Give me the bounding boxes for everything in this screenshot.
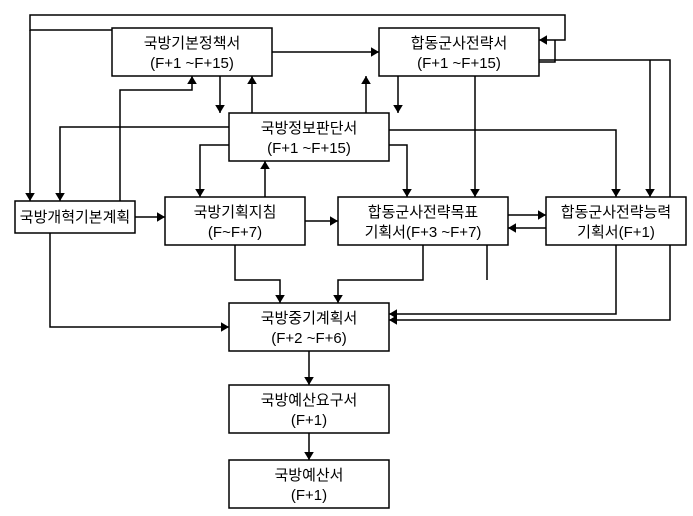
node-intel: 국방정보판단서 (F+1 ~F+15)	[229, 113, 389, 161]
arrowhead	[470, 189, 480, 197]
arrowhead	[260, 161, 270, 169]
arrowhead	[187, 76, 197, 84]
edge	[389, 145, 412, 197]
edge	[25, 30, 35, 201]
arrowhead	[330, 216, 338, 226]
edge	[272, 47, 379, 57]
node-sub: 기획서(F+1)	[577, 224, 655, 241]
arrowhead	[538, 210, 546, 220]
arrowhead	[304, 377, 314, 385]
edge	[135, 212, 165, 222]
edge	[333, 245, 423, 303]
node-title: 국방예산서	[274, 467, 343, 484]
node-reform: 국방개혁기본계획	[15, 201, 135, 233]
nodes: 국방기본정책서(F+1 ~F+15)합동군사전략서(F+1 ~F+15)국방정보…	[15, 28, 686, 508]
edge	[470, 76, 480, 197]
node-midplan: 국방중기계획서 (F+2 ~F+6)	[229, 303, 389, 351]
node-budgetreq: 국방예산요구서 (F+1)	[229, 385, 389, 433]
node-title: 합동군사전략능력	[561, 204, 671, 221]
arrowhead	[508, 223, 516, 233]
flowchart: 국방기본정책서(F+1 ~F+15)합동군사전략서(F+1 ~F+15)국방정보…	[0, 0, 693, 516]
node-sub: (F~F+7)	[208, 224, 262, 241]
arrowhead	[333, 295, 343, 303]
edge	[215, 76, 257, 113]
node-sub: (F+1)	[291, 412, 327, 429]
edge	[50, 233, 229, 332]
node-title: 국방개혁기본계획	[20, 209, 130, 226]
edge	[304, 433, 314, 460]
node-guide: 국방기획지침 (F~F+7)	[165, 197, 305, 245]
arrowhead	[402, 189, 412, 197]
arrowhead	[195, 189, 205, 197]
edge	[305, 216, 338, 226]
node-title: 합동군사전략목표	[368, 204, 479, 221]
arrowhead	[645, 189, 655, 197]
arrowhead	[221, 322, 229, 332]
edge	[120, 76, 197, 201]
arrowhead	[25, 193, 35, 201]
node-capability: 합동군사전략능력기획서(F+1)	[546, 197, 686, 245]
arrowhead	[55, 193, 65, 201]
arrowhead	[539, 35, 547, 45]
node-title: 국방중기계획서	[261, 310, 358, 327]
edge	[389, 60, 670, 325]
edge	[508, 210, 546, 233]
arrowhead	[393, 105, 403, 113]
node-title: 합동군사전략서	[411, 35, 508, 52]
edge	[304, 351, 314, 385]
node-sub: (F+2 ~F+6)	[271, 330, 346, 347]
node-sub: 기획서(F+3 ~F+7)	[365, 224, 482, 241]
node-title: 국방예산요구서	[261, 392, 358, 409]
node-sub: (F+1 ~F+15)	[150, 55, 234, 72]
arrowhead	[275, 295, 285, 303]
node-sub: (F+1 ~F+15)	[267, 140, 351, 157]
arrowhead	[157, 212, 165, 222]
edge	[361, 76, 403, 113]
node-sub: (F+1)	[291, 487, 327, 504]
node-policy: 국방기본정책서 (F+1 ~F+15)	[112, 28, 272, 76]
arrowhead	[371, 47, 379, 57]
node-title: 국방기획지침	[194, 204, 277, 221]
node-title: 국방기본정책서	[144, 35, 241, 52]
edge	[389, 130, 621, 197]
arrowhead	[247, 76, 257, 84]
node-target: 합동군사전략목표기획서(F+3 ~F+7)	[338, 197, 508, 245]
edge	[645, 60, 655, 197]
arrowhead	[361, 76, 371, 84]
arrowhead	[215, 105, 225, 113]
node-strategy: 합동군사전략서 (F+1 ~F+15)	[379, 28, 539, 76]
arrowhead	[389, 309, 397, 319]
node-budget: 국방예산서 (F+1)	[229, 460, 389, 508]
edge	[235, 245, 285, 303]
arrowhead	[611, 189, 621, 197]
node-title: 국방정보판단서	[261, 120, 358, 137]
arrowhead	[304, 452, 314, 460]
node-sub: (F+1 ~F+15)	[417, 55, 501, 72]
